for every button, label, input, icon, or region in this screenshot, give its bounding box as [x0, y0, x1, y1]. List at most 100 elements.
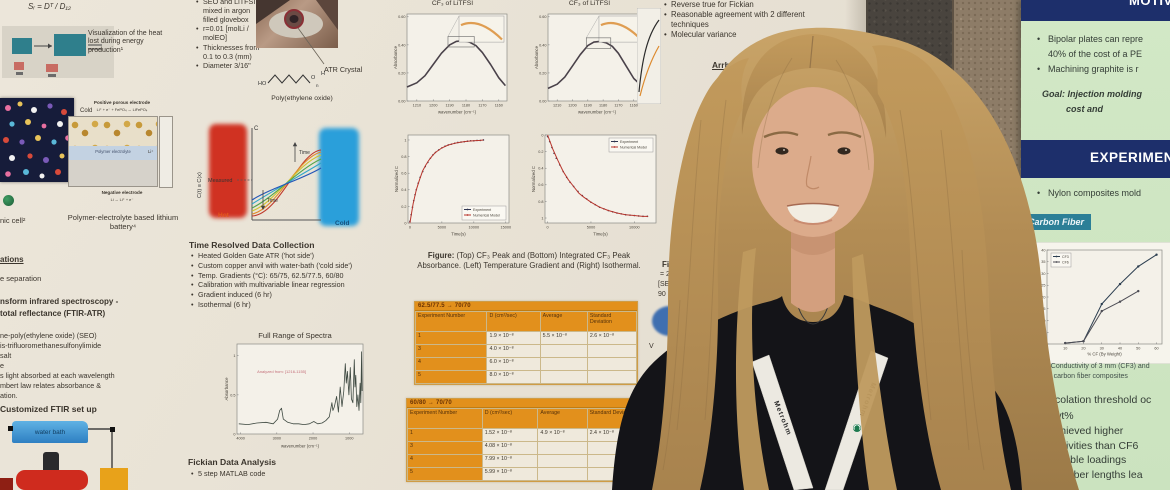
absorbed-fragment: s light absorbed at each wavelength: [0, 371, 115, 380]
svg-text:Time(s): Time(s): [593, 232, 608, 237]
data-table: Experiment Number D (cm²/sec) Average Stand…: [407, 408, 640, 481]
right-eyebrow: [827, 131, 862, 139]
svg-text:0.00: 0.00: [398, 99, 405, 103]
bullet-item: • Diameter 3/16": [196, 62, 264, 71]
li-ion-label: Li⁺: [148, 149, 154, 154]
motivation-header-text: MOTIVATION: [1129, 0, 1170, 8]
bullet-dot-1: •: [1037, 34, 1041, 44]
bullet-dot: •: [664, 10, 667, 20]
bullet-text: Molecular variance: [671, 30, 737, 40]
bullet-dot: •: [196, 0, 199, 6]
svg-text:Experiment: Experiment: [473, 208, 491, 212]
bullet-item: • Custom copper anvil with water-bath ('c…: [191, 261, 393, 271]
svg-text:Absorbance: Absorbance: [393, 45, 398, 69]
svg-text:1200: 1200: [568, 104, 576, 108]
svg-text:1: 1: [541, 216, 543, 220]
battery-neg-label: Negative electrode: [101, 190, 143, 195]
finding-loadings: arable loadings: [1055, 454, 1127, 466]
bullet-text: Isothermal (6 hr): [198, 299, 251, 309]
table-row: 5 8.0 × 10⁻⁸: [414, 370, 638, 384]
svg-text:3000: 3000: [273, 437, 281, 441]
heat-loss-diagram-art: [12, 34, 102, 77]
arrhenius-chart-fragment: [637, 8, 661, 104]
peo-label: Poly(ethylene oxide): [271, 95, 333, 102]
ftir-heading-line1: nsform infrared spectroscopy -: [0, 297, 119, 306]
upper-lip: [786, 202, 840, 207]
motivations-fragment: ations: [0, 255, 24, 264]
time-up-label: Time: [299, 150, 310, 156]
experimental-header-text: EXPERIMENT: [1090, 150, 1170, 165]
svg-text:1: 1: [404, 138, 406, 142]
svg-text:0.2: 0.2: [538, 150, 543, 154]
cf3-isothermal-title: CF₃ of LiTFSI: [568, 0, 611, 7]
diffusivity-table-gradient: 62.5/77.5 → 70/70 Experiment Number D (cm²…: [414, 301, 638, 385]
concentration-ylabel: C(t) ≡ C(x): [197, 172, 203, 198]
separation-fragment: e separation: [0, 274, 42, 283]
table-title: 60/80 → 70/70: [407, 399, 639, 408]
svg-text:1170: 1170: [478, 104, 486, 108]
svg-text:4000: 4000: [236, 437, 244, 441]
svg-text:1160: 1160: [495, 104, 503, 108]
normalized-gradient-chart: 0 5000 10000 15000 0 0.2 0.4 0.6 0.8 1 Time(s) Norm…: [394, 131, 512, 237]
peo-h: H: [321, 71, 325, 77]
hot-label: Hot: [218, 212, 230, 219]
bullet-text: Gradient induced (6 hr): [198, 290, 272, 300]
bullet-dot: •: [196, 42, 199, 52]
atr-crystal-label: ATR Crystal: [324, 65, 363, 74]
svg-text:30: 30: [1100, 347, 1104, 351]
row-header: 3: [414, 344, 488, 358]
row-header: 3: [407, 441, 483, 455]
salt-fragment: salt: [0, 351, 12, 360]
bullet-dot: •: [664, 0, 667, 9]
battery-pos-eq: Li⁺ + e⁻ + FePO₄ → LiFePO₄: [96, 107, 148, 112]
bullet-item: • Reverse true for Fickian: [664, 0, 814, 9]
battery-side-column: [159, 116, 173, 188]
bullet-text: 5 step MATLAB code: [198, 469, 266, 478]
nose: [805, 155, 820, 190]
svg-text:20: 20: [1041, 295, 1045, 299]
row-header: 5: [414, 370, 488, 384]
peo-ho: HO: [258, 81, 267, 87]
time-down-label: Time: [267, 198, 278, 204]
bullet-item: • r=0.01 [molLi / molEO]: [196, 25, 264, 43]
ation-fragment: ation.: [0, 391, 18, 400]
svg-text:Absorbance: Absorbance: [224, 377, 229, 401]
svg-text:0.4: 0.4: [401, 188, 406, 192]
bullet-dot: •: [664, 30, 667, 40]
svg-text:Analyzed from: [1216-1155]: Analyzed from: [1216-1155]: [257, 369, 306, 374]
bullet-dot: •: [191, 469, 194, 478]
figure-caption: Figure: (Top) CF₃ Peak and (Bottom) Inte…: [406, 251, 652, 270]
table-cell: 8.0 × 10⁻⁸: [486, 370, 541, 384]
nylon-bullet: Nylon composites mold: [1048, 188, 1142, 198]
column-header: Standard Deviation: [586, 311, 638, 332]
hair-strand-left: [735, 248, 769, 490]
sample-prep-bullets: • SEO and LiTFSI mixed in argon filled gl…: [196, 0, 264, 72]
hair-texture-lines: [662, 57, 985, 471]
svg-text:25: 25: [1041, 284, 1045, 288]
svg-text:15000: 15000: [501, 226, 512, 230]
bullet-text: Heated Golden Gate ATR ('hot side'): [198, 251, 315, 260]
svg-text:0: 0: [409, 226, 411, 230]
svg-text:Numerical Model: Numerical Model: [473, 213, 500, 217]
heat-loss-diagram: [2, 26, 114, 78]
svg-text:40: 40: [1118, 347, 1122, 351]
necklace: [796, 302, 830, 325]
table-title: 62.5/77.5 → 70/70: [415, 302, 637, 311]
beer-lambert-fragment: mbert law relates absorbance &: [0, 381, 102, 390]
svg-text:Numerical Model: Numerical Model: [620, 145, 647, 149]
svg-text:1200: 1200: [429, 104, 437, 108]
mol-label-cold: Cold: [80, 108, 93, 114]
column-header: Average: [539, 311, 588, 332]
cf3-gradient-title: CF₃ of LiTFSI: [431, 0, 474, 7]
machining-bullet: Machining graphite is r: [1048, 64, 1139, 74]
svg-text:0.60: 0.60: [539, 15, 546, 19]
goal-line2: cost and: [1066, 104, 1104, 114]
hidden-v-fragment: V: [649, 343, 654, 350]
seo-fragment: ne-poly(ethylene oxide) (SEO): [0, 331, 97, 340]
measured-label: Measured: [208, 178, 232, 184]
smile-teeth: [787, 203, 839, 224]
ftir-setup-diagram: [0, 426, 128, 490]
svg-text:1180: 1180: [599, 104, 607, 108]
cf3-isothermal-chart: 1210 1200 1190 1180 1170 1160 0.00 0.20 0.40 0.60…: [533, 11, 649, 115]
